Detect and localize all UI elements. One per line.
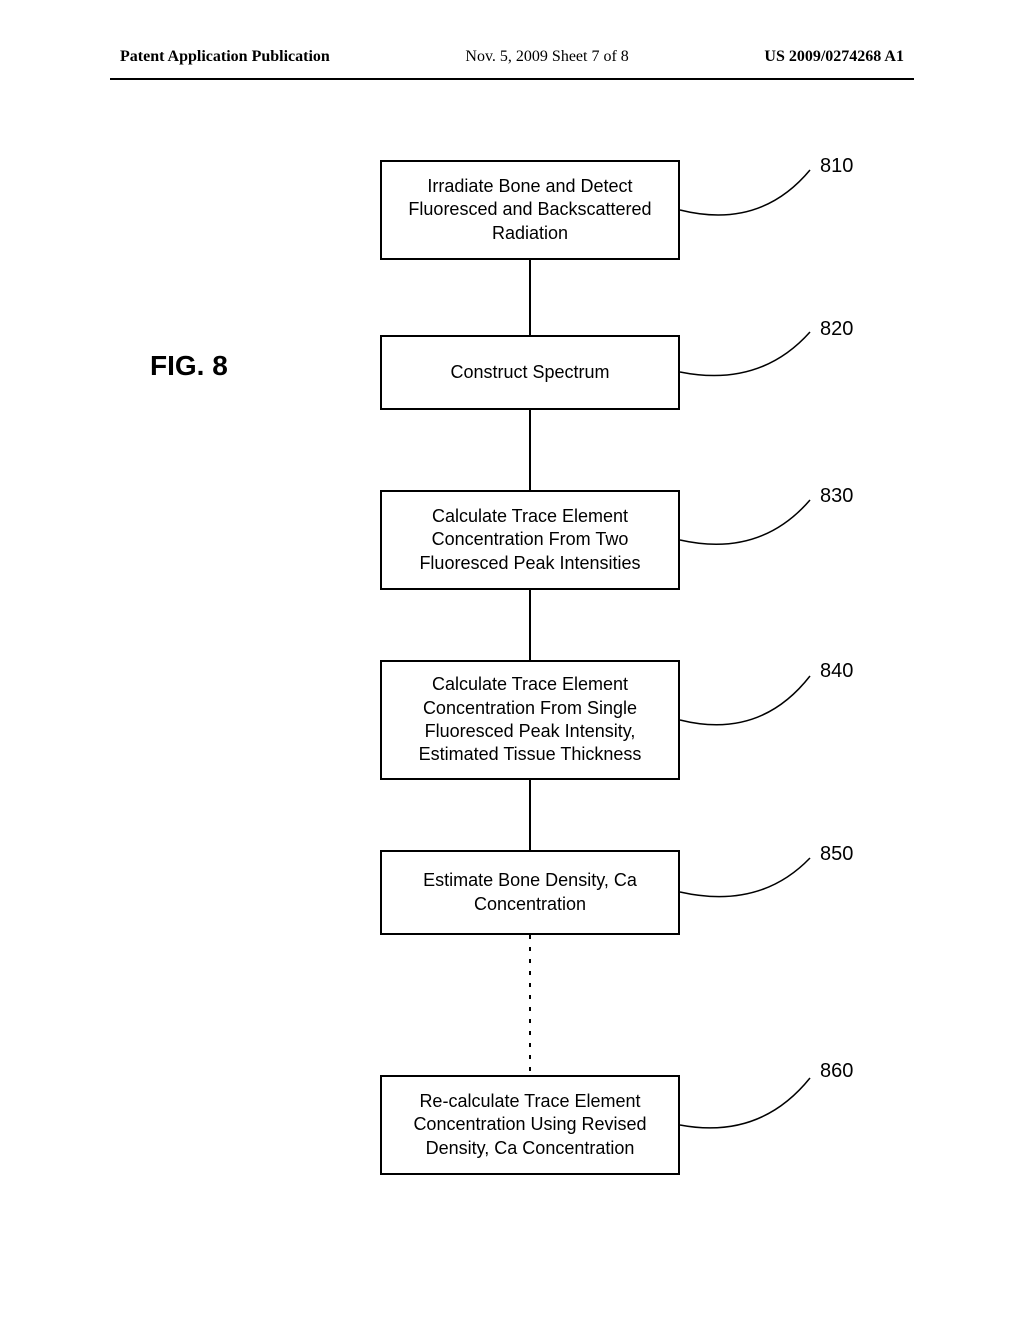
leader-line-850 (680, 858, 810, 897)
leader-line-820 (680, 332, 810, 376)
flow-step-850: Estimate Bone Density, Ca Concentration (380, 850, 680, 935)
ref-numeral-820: 820 (820, 318, 853, 341)
flow-step-810: Irradiate Bone and Detect Fluoresced and… (380, 160, 680, 260)
header-number: US 2009/0274268 A1 (764, 48, 904, 66)
figure-label: FIG. 8 (150, 350, 228, 382)
leader-line-830 (680, 500, 810, 544)
flow-step-830: Calculate Trace Element Concentration Fr… (380, 490, 680, 590)
flow-step-840: Calculate Trace Element Concentration Fr… (380, 660, 680, 780)
ref-numeral-810: 810 (820, 155, 853, 178)
ref-numeral-830: 830 (820, 485, 853, 508)
header-date-sheet: Nov. 5, 2009 Sheet 7 of 8 (465, 48, 628, 66)
ref-numeral-860: 860 (820, 1060, 853, 1083)
ref-numeral-850: 850 (820, 843, 853, 866)
page-header: Patent Application Publication Nov. 5, 2… (0, 48, 1024, 66)
ref-numeral-840: 840 (820, 660, 853, 683)
leader-line-840 (680, 676, 810, 725)
leader-line-860 (680, 1078, 810, 1128)
leader-line-810 (680, 170, 810, 215)
flow-step-860: Re-calculate Trace Element Concentration… (380, 1075, 680, 1175)
header-rule (110, 78, 914, 80)
flow-step-820: Construct Spectrum (380, 335, 680, 410)
header-publication: Patent Application Publication (120, 48, 330, 66)
